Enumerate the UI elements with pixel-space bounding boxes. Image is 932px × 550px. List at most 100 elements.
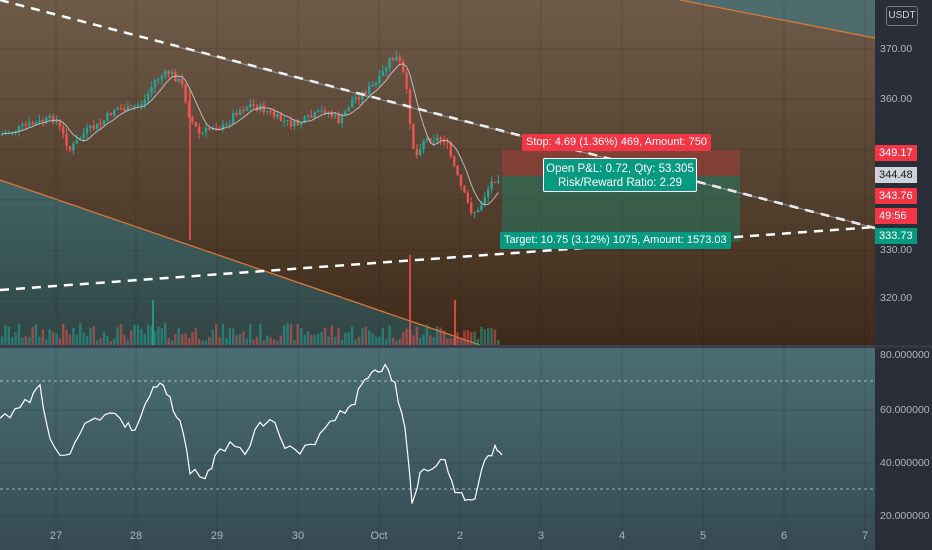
support-trendline[interactable]	[0, 225, 876, 292]
candle-body	[334, 115, 337, 117]
candle-body	[89, 125, 92, 129]
candle-body	[99, 123, 102, 125]
volume-bar	[136, 324, 140, 345]
candle-body	[480, 204, 483, 210]
volume-bar	[320, 331, 323, 345]
volume-bar	[79, 323, 82, 345]
volume-bar	[225, 338, 228, 345]
open-pnl-text: Open P&L: 0.72, Qty: 53.305	[546, 163, 694, 175]
volume-bar	[133, 324, 136, 345]
currency-button[interactable]: USDT	[886, 6, 918, 26]
candle-body	[242, 110, 245, 112]
candle-body	[385, 68, 388, 72]
candle-body	[347, 107, 350, 112]
volume-bar	[398, 338, 401, 345]
volume-bar	[242, 331, 245, 345]
time-axis-label: 5	[699, 530, 707, 542]
candle-body	[283, 120, 286, 122]
volume-bar	[368, 330, 371, 345]
volume-bar	[395, 340, 398, 345]
candle-body	[354, 97, 357, 100]
volume-bar	[153, 331, 157, 345]
volume-bar	[340, 339, 344, 345]
volume-bar	[429, 335, 432, 345]
candle-body	[289, 119, 293, 127]
candle-body	[419, 148, 422, 155]
volume-bar	[157, 326, 160, 345]
candle-body	[106, 113, 109, 121]
candle-body	[459, 174, 463, 187]
volume-bar	[109, 340, 112, 345]
volume-bar	[245, 338, 248, 345]
candle-body	[249, 104, 252, 108]
volume-bar	[364, 326, 367, 345]
candle-body	[398, 56, 401, 62]
candle-body	[425, 138, 429, 142]
target-label[interactable]: Target: 10.75 (3.12%) 1075, Amount: 1573…	[500, 232, 731, 249]
volume-bar	[252, 339, 255, 345]
volume-bar	[388, 325, 391, 345]
volume-bar	[41, 329, 44, 345]
candle-body	[446, 142, 449, 144]
candle-body	[266, 111, 269, 113]
candle-body	[306, 115, 310, 117]
candle-body	[126, 106, 129, 111]
volume-bar	[4, 325, 7, 345]
indicator-axis-label: 20.000000	[880, 510, 930, 522]
time-axis-label: 27	[49, 530, 63, 542]
candle-body	[21, 124, 24, 126]
candle-body	[439, 137, 442, 140]
volume-bar	[143, 333, 146, 345]
volume-bar	[463, 330, 466, 345]
candle-body	[395, 56, 398, 61]
volume-bar	[286, 323, 289, 345]
volume-bar	[310, 334, 313, 345]
price-axis-label: 360.00	[880, 93, 913, 105]
volume-bar	[381, 327, 384, 345]
volume-bar	[14, 332, 17, 345]
volume-bar	[17, 323, 21, 345]
pane-separator[interactable]	[0, 345, 932, 348]
volume-bar	[211, 329, 214, 345]
candle-body	[72, 143, 75, 151]
volume-bar	[425, 324, 429, 345]
open-pnl-box[interactable]: Open P&L: 0.72, Qty: 53.305 Risk/Reward …	[543, 158, 697, 192]
time-axis-label: 6	[780, 530, 788, 542]
candle-body	[483, 197, 486, 205]
volume-bar	[0, 336, 4, 345]
candle-body	[235, 113, 238, 115]
volume-bars	[0, 90, 500, 345]
candle-body	[68, 146, 72, 151]
candle-body	[317, 110, 320, 113]
price-scale[interactable]	[875, 0, 932, 550]
volume-bar	[374, 336, 378, 345]
volume-bar	[262, 340, 265, 345]
volume-bar	[102, 332, 106, 345]
price-axis-label: 320.00	[880, 292, 913, 304]
candle-body	[245, 107, 248, 111]
candle-body	[102, 120, 106, 125]
candle-body	[378, 75, 381, 83]
time-axis-label: 28	[129, 530, 143, 542]
volume-bar	[473, 331, 476, 345]
candle-body	[187, 102, 191, 118]
volume-bar	[255, 336, 259, 345]
stop-label[interactable]: Stop: 4.69 (1.36%) 469, Amount: 750	[522, 134, 712, 151]
candle-body	[381, 71, 384, 76]
countdown-tag: 49:56	[875, 208, 917, 224]
price-axis-label: 330.00	[880, 244, 913, 256]
candle-body	[208, 128, 211, 130]
candle-body	[92, 125, 95, 130]
candle-body	[402, 61, 405, 73]
volume-bar	[187, 338, 191, 345]
volume-bar	[276, 340, 279, 345]
volume-bar	[405, 328, 408, 345]
volume-bar	[181, 333, 184, 345]
volume-bar	[249, 324, 252, 345]
time-axis-label: 7	[861, 530, 869, 542]
indicator-pane-background	[0, 348, 875, 550]
candle-body	[470, 203, 473, 214]
volume-bar	[402, 332, 405, 345]
candle-body	[198, 126, 201, 134]
